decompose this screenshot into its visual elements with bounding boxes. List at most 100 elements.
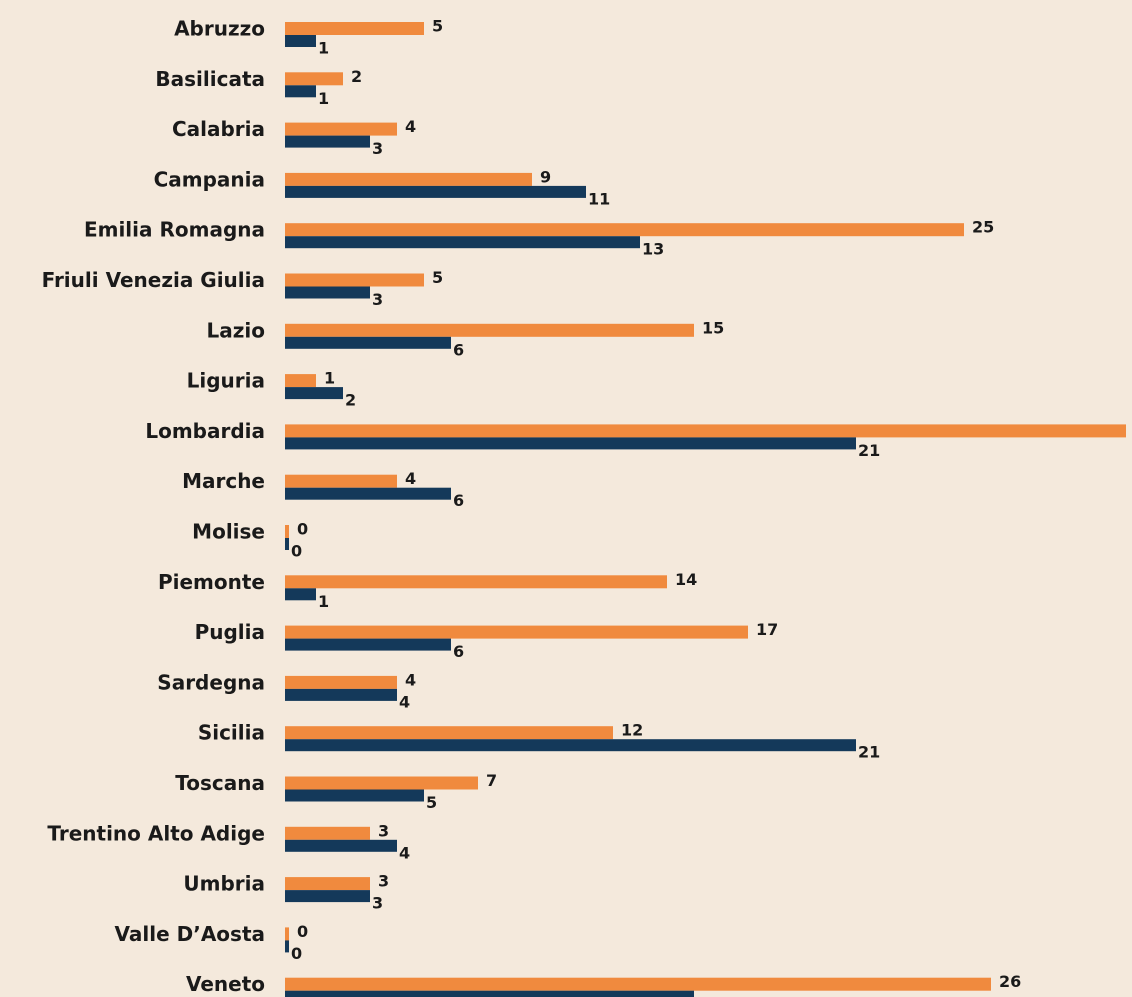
category-label: Piemonte bbox=[158, 570, 265, 594]
value-label: 0 bbox=[297, 922, 308, 941]
value-label: 3 bbox=[372, 290, 383, 309]
bar bbox=[285, 35, 316, 47]
category-label: Basilicata bbox=[155, 67, 265, 91]
bar bbox=[285, 625, 748, 639]
value-label: 15 bbox=[696, 994, 718, 997]
bar bbox=[285, 72, 343, 86]
bar bbox=[285, 172, 532, 186]
bar bbox=[285, 223, 964, 237]
value-label: 4 bbox=[405, 469, 416, 488]
bar bbox=[285, 85, 316, 98]
value-label: 12 bbox=[621, 721, 643, 740]
value-label: 26 bbox=[999, 972, 1021, 991]
value-label: 1 bbox=[318, 592, 329, 611]
category-label: Sicilia bbox=[198, 721, 265, 745]
value-label: 4 bbox=[405, 117, 416, 136]
value-label: 21 bbox=[858, 743, 880, 762]
category-label: Lombardia bbox=[145, 419, 265, 443]
bar bbox=[285, 273, 424, 287]
category-label: Friuli Venezia Giulia bbox=[42, 268, 265, 292]
bar bbox=[285, 122, 397, 136]
bar bbox=[285, 424, 1126, 438]
category-label: Toscana bbox=[175, 771, 265, 795]
bar bbox=[285, 323, 694, 337]
category-label: Abruzzo bbox=[174, 17, 265, 41]
bar bbox=[285, 839, 397, 852]
bar bbox=[285, 940, 289, 953]
value-label: 21 bbox=[858, 441, 880, 460]
category-label: Campania bbox=[154, 167, 265, 191]
bar bbox=[285, 487, 451, 500]
bar bbox=[285, 927, 289, 941]
value-label: 11 bbox=[588, 189, 610, 208]
value-label: 5 bbox=[426, 793, 437, 812]
value-label: 3 bbox=[378, 872, 389, 891]
bar bbox=[285, 387, 343, 400]
value-label: 6 bbox=[453, 340, 464, 359]
value-label: 9 bbox=[540, 167, 551, 186]
value-label: 17 bbox=[756, 620, 778, 639]
bar bbox=[285, 638, 451, 651]
bar bbox=[285, 675, 397, 689]
value-label: 14 bbox=[675, 570, 697, 589]
bar bbox=[285, 474, 397, 488]
bar bbox=[285, 890, 370, 903]
bar bbox=[285, 437, 856, 450]
bar bbox=[285, 135, 370, 148]
bar bbox=[285, 22, 424, 35]
bar bbox=[285, 575, 667, 589]
bar bbox=[285, 286, 370, 299]
value-label: 6 bbox=[453, 642, 464, 661]
value-label: 1 bbox=[324, 369, 335, 388]
value-label: 25 bbox=[972, 218, 994, 237]
bar bbox=[285, 826, 370, 840]
value-label: 1 bbox=[318, 89, 329, 108]
value-label: 4 bbox=[399, 843, 410, 862]
bar bbox=[285, 739, 856, 752]
category-label: Valle D’Aosta bbox=[115, 922, 266, 946]
value-label: 5 bbox=[432, 17, 443, 36]
bar bbox=[285, 588, 316, 601]
category-label: Marche bbox=[182, 469, 265, 493]
bar bbox=[285, 374, 316, 388]
value-label: 4 bbox=[399, 692, 410, 711]
category-label: Trentino Alto Adige bbox=[47, 821, 265, 845]
value-label: 2 bbox=[351, 67, 362, 86]
bar bbox=[285, 538, 289, 550]
value-label: 0 bbox=[297, 520, 308, 539]
value-label: 2 bbox=[345, 391, 356, 410]
bar bbox=[285, 336, 451, 349]
value-label: 3 bbox=[378, 821, 389, 840]
bar bbox=[285, 877, 370, 891]
category-label: Liguria bbox=[187, 369, 265, 393]
category-label: Emilia Romagna bbox=[84, 218, 265, 242]
bar bbox=[285, 977, 991, 991]
bar bbox=[285, 688, 397, 701]
value-label: 4 bbox=[405, 670, 416, 689]
value-label: 7 bbox=[486, 771, 497, 790]
category-label: Sardegna bbox=[157, 670, 265, 694]
value-label: 6 bbox=[453, 491, 464, 510]
value-label: 0 bbox=[291, 542, 302, 561]
category-label: Umbria bbox=[183, 872, 265, 896]
bar bbox=[285, 789, 424, 802]
category-label: Molise bbox=[192, 520, 265, 544]
bar bbox=[285, 776, 478, 790]
bar bbox=[285, 990, 694, 997]
category-label: Veneto bbox=[186, 972, 265, 996]
bar bbox=[285, 525, 289, 538]
category-label: Puglia bbox=[195, 620, 265, 644]
value-label: 3 bbox=[372, 139, 383, 158]
value-label: 0 bbox=[291, 944, 302, 963]
value-label: 1 bbox=[318, 39, 329, 58]
value-label: 13 bbox=[642, 240, 664, 259]
value-label: 3 bbox=[372, 894, 383, 913]
bar bbox=[285, 236, 640, 249]
category-label: Lazio bbox=[207, 318, 265, 342]
bar bbox=[285, 185, 586, 198]
bar bbox=[285, 726, 613, 740]
value-label: 15 bbox=[702, 318, 724, 337]
category-label: Calabria bbox=[172, 117, 265, 141]
value-label: 5 bbox=[432, 268, 443, 287]
